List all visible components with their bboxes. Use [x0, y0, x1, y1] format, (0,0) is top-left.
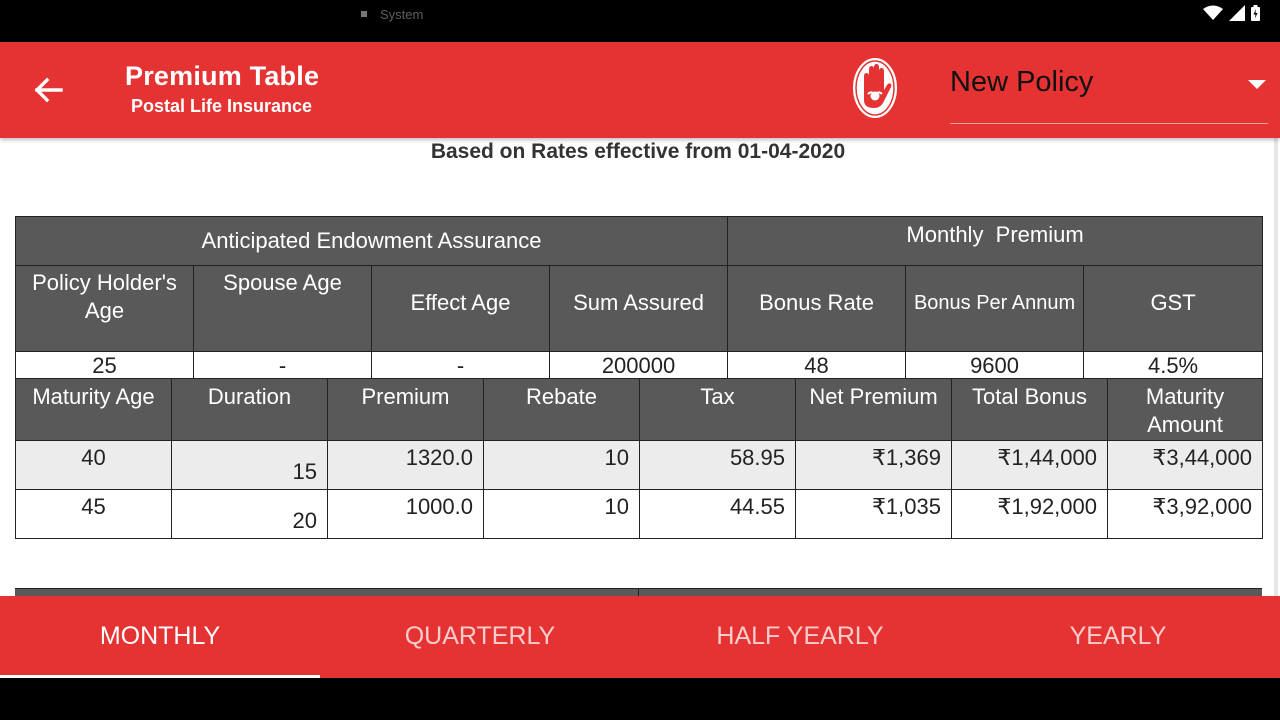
- premium-table: Maturity Age Duration Premium Rebate Tax…: [15, 378, 1263, 539]
- spouse-age-value: -: [193, 351, 372, 380]
- gst-header: GST: [1083, 265, 1264, 352]
- table-row: 40 15 1320.0 10 58.95 ₹1,369 ₹1,44,000 ₹…: [15, 440, 1263, 490]
- battery-icon: [1251, 5, 1260, 21]
- effect-age-value: -: [371, 351, 550, 380]
- policy-holder-age-value: 25: [15, 351, 194, 380]
- tab-quarterly[interactable]: QUARTERLY: [404, 622, 556, 650]
- sum-assured-value: 200000: [548, 351, 729, 380]
- rebate-header: Rebate: [483, 378, 640, 441]
- policy-type-value: New Policy: [950, 66, 1094, 98]
- maturity-age-cell: 40: [15, 440, 172, 490]
- back-arrow-icon[interactable]: [30, 72, 66, 108]
- premium-mode-tabs: MONTHLY QUARTERLY HALF YEARLY YEARLY: [0, 596, 1280, 678]
- duration-cell: 20: [171, 489, 328, 539]
- maturity-age-header: Maturity Age: [15, 378, 172, 441]
- maturity-age-cell: 45: [15, 489, 172, 539]
- premium-cell: 1000.0: [327, 489, 484, 539]
- net-premium-cell: ₹1,369: [795, 440, 952, 490]
- active-tab-indicator: [0, 675, 320, 678]
- status-bar: System: [0, 0, 1280, 42]
- system-nav-bar: [0, 678, 1280, 720]
- gst-value: 4.5%: [1083, 351, 1264, 380]
- tab-yearly[interactable]: YEARLY: [1069, 622, 1167, 650]
- rebate-cell: 10: [483, 440, 640, 490]
- wifi-icon: [1203, 5, 1223, 20]
- signal-icon: [1229, 5, 1245, 21]
- tax-header: Tax: [639, 378, 796, 441]
- maturity-amount-cell: ₹3,44,000: [1107, 440, 1263, 490]
- total-bonus-cell: ₹1,44,000: [951, 440, 1108, 490]
- tab-monthly[interactable]: MONTHLY: [99, 622, 221, 650]
- total-bonus-cell: ₹1,92,000: [951, 489, 1108, 539]
- tax-cell: 58.95: [639, 440, 796, 490]
- bonus-per-annum-header: Bonus Per Annum: [905, 265, 1085, 352]
- rebate-cell: 10: [483, 489, 640, 539]
- notification-icon: [361, 11, 367, 17]
- tax-cell: 44.55: [639, 489, 796, 539]
- rates-effective-note: Based on Rates effective from 01-04-2020: [430, 140, 846, 163]
- premium-mode-cell: Monthly Premium: [727, 216, 1264, 266]
- maturity-amount-cell: ₹3,92,000: [1107, 489, 1263, 539]
- dropdown-arrow-icon: [1248, 80, 1266, 89]
- app-bar: Premium Table Postal Life Insurance New …: [0, 42, 1280, 138]
- policy-type-dropdown[interactable]: New Policy: [950, 52, 1268, 124]
- page-title: Premium Table: [125, 61, 320, 91]
- net-premium-header: Net Premium: [795, 378, 952, 441]
- scrollbar[interactable]: [1274, 138, 1278, 596]
- net-premium-cell: ₹1,035: [795, 489, 952, 539]
- bonus-rate-header: Bonus Rate: [727, 265, 907, 352]
- plan-details-table: Anticipated Endowment Assurance Monthly …: [14, 216, 1264, 380]
- bonus-per-annum-value: 9600: [905, 351, 1085, 380]
- tab-half-yearly[interactable]: HALF YEARLY: [716, 622, 884, 650]
- premium-content[interactable]: Based on Rates effective from 01-04-2020…: [0, 138, 1280, 596]
- policy-holder-age-header: Policy Holder's Age: [15, 265, 194, 352]
- page-subtitle: Postal Life Insurance: [131, 96, 313, 116]
- maturity-amount-header: Maturity Amount: [1107, 378, 1263, 441]
- duration-cell: 15: [171, 440, 328, 490]
- status-icons: [1203, 5, 1260, 21]
- premium-header: Premium: [327, 378, 484, 441]
- premium-cell: 1320.0: [327, 440, 484, 490]
- duration-header: Duration: [171, 378, 328, 441]
- total-bonus-header: Total Bonus: [951, 378, 1108, 441]
- bonus-rate-value: 48: [727, 351, 907, 380]
- plan-name-cell: Anticipated Endowment Assurance: [14, 216, 729, 266]
- effect-age-header: Effect Age: [371, 265, 550, 352]
- sum-assured-header: Sum Assured: [548, 265, 729, 352]
- next-plan-table-partial: [15, 588, 1262, 596]
- spouse-age-header: Spouse Age: [193, 265, 372, 352]
- table-row: 45 20 1000.0 10 44.55 ₹1,035 ₹1,92,000 ₹…: [15, 489, 1263, 539]
- postal-life-insurance-logo: [851, 56, 899, 120]
- status-system-label: System: [380, 7, 424, 22]
